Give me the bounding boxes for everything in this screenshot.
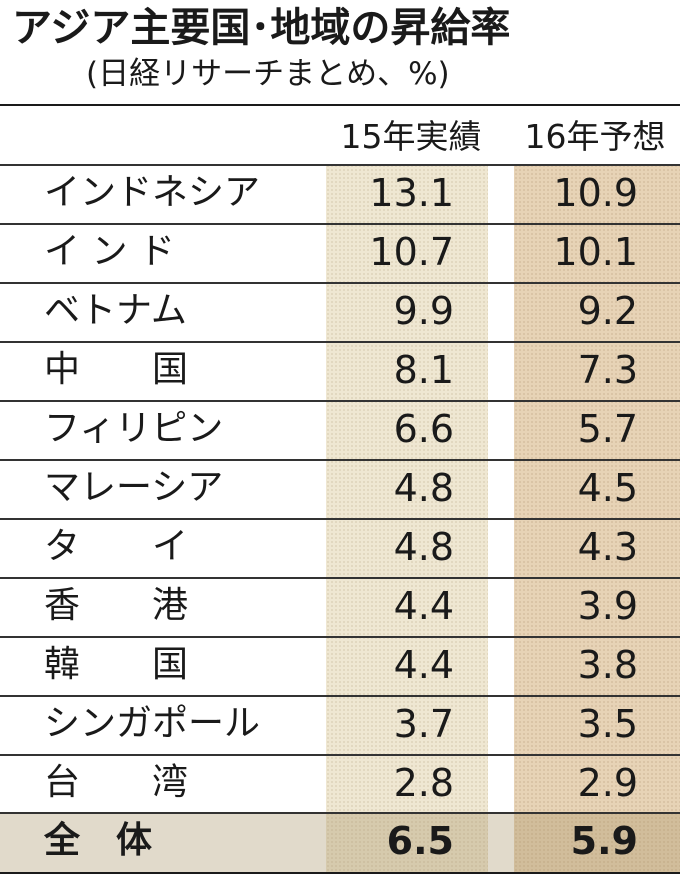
row-divider (0, 518, 680, 520)
column-header-2016-forecast: 16年予想 (524, 117, 666, 156)
total-row-shade (0, 814, 680, 872)
table-row: シンガポール 3.7 3.5 (0, 695, 680, 753)
value-2015-actual: 8.1 (393, 348, 454, 392)
row-label: タ イ (44, 526, 189, 567)
row-label: 全 体 (44, 820, 153, 861)
value-2016-forecast: 4.5 (577, 466, 638, 510)
row-divider (0, 577, 680, 579)
value-2015-actual: 9.9 (393, 289, 454, 333)
value-2016-forecast: 4.3 (577, 525, 638, 569)
value-2015-actual: 4.8 (393, 466, 454, 510)
table-row: ベトナム 9.9 9.2 (0, 282, 680, 340)
row-label: 台 湾 (44, 762, 189, 803)
row-divider (0, 636, 680, 638)
value-2016-forecast: 5.9 (570, 819, 638, 863)
row-label: 中 国 (44, 349, 189, 390)
chart-subtitle: (日経リサーチまとめ、%) (86, 56, 450, 92)
value-2015-actual: 13.1 (369, 171, 454, 215)
chart-title: アジア主要国･地域の昇給率 (12, 5, 511, 51)
row-label: 香 港 (44, 585, 189, 626)
row-divider (0, 223, 680, 225)
row-label: ベトナム (44, 290, 187, 331)
value-2015-actual: 2.8 (393, 761, 454, 805)
row-divider (0, 282, 680, 284)
row-divider (0, 459, 680, 461)
row-divider (0, 400, 680, 402)
row-divider (0, 812, 680, 814)
row-label: インドネシア (44, 172, 261, 213)
value-2016-forecast: 3.9 (577, 584, 638, 628)
table-row: イ ン ド 10.7 10.1 (0, 223, 680, 281)
row-label: シンガポール (44, 703, 261, 744)
row-divider (0, 341, 680, 343)
row-divider (0, 754, 680, 756)
table-row: インドネシア 13.1 10.9 (0, 164, 680, 222)
row-divider (0, 164, 680, 166)
value-2016-forecast: 10.1 (553, 230, 638, 274)
value-2016-forecast: 10.9 (553, 171, 638, 215)
table-row: 中 国 8.1 7.3 (0, 341, 680, 399)
table-row: 香 港 4.4 3.9 (0, 577, 680, 635)
value-2015-actual: 6.6 (393, 407, 454, 451)
value-2016-forecast: 3.8 (577, 643, 638, 687)
value-2016-forecast: 7.3 (577, 348, 638, 392)
table-row: 台 湾 2.8 2.9 (0, 754, 680, 812)
table-row: マレーシア 4.8 4.5 (0, 459, 680, 517)
row-label: 韓 国 (44, 644, 189, 685)
value-2016-forecast: 9.2 (577, 289, 638, 333)
value-2016-forecast: 3.5 (577, 702, 638, 746)
value-2015-actual: 4.4 (393, 584, 454, 628)
row-divider (0, 695, 680, 697)
column-header-2015-actual: 15年実績 (340, 117, 482, 156)
value-2016-forecast: 2.9 (577, 761, 638, 805)
value-2015-actual: 6.5 (386, 819, 454, 863)
value-2015-actual: 10.7 (369, 230, 454, 274)
row-label: イ ン ド (44, 231, 175, 272)
table-row: 韓 国 4.4 3.8 (0, 636, 680, 694)
value-2015-actual: 3.7 (393, 702, 454, 746)
value-2016-forecast: 5.7 (577, 407, 638, 451)
raise-rate-table: 15年実績 16年予想 インドネシア 13.1 10.9 イ ン ド 10.7 10.1 ベ… (0, 104, 680, 874)
total-row: 全 体 6.5 5.9 (0, 812, 680, 870)
table-row: タ イ 4.8 4.3 (0, 518, 680, 576)
value-2015-actual: 4.8 (393, 525, 454, 569)
table-row: フィリピン 6.6 5.7 (0, 400, 680, 458)
row-label: マレーシア (44, 467, 224, 508)
value-2015-actual: 4.4 (393, 643, 454, 687)
row-label: フィリピン (44, 408, 224, 449)
